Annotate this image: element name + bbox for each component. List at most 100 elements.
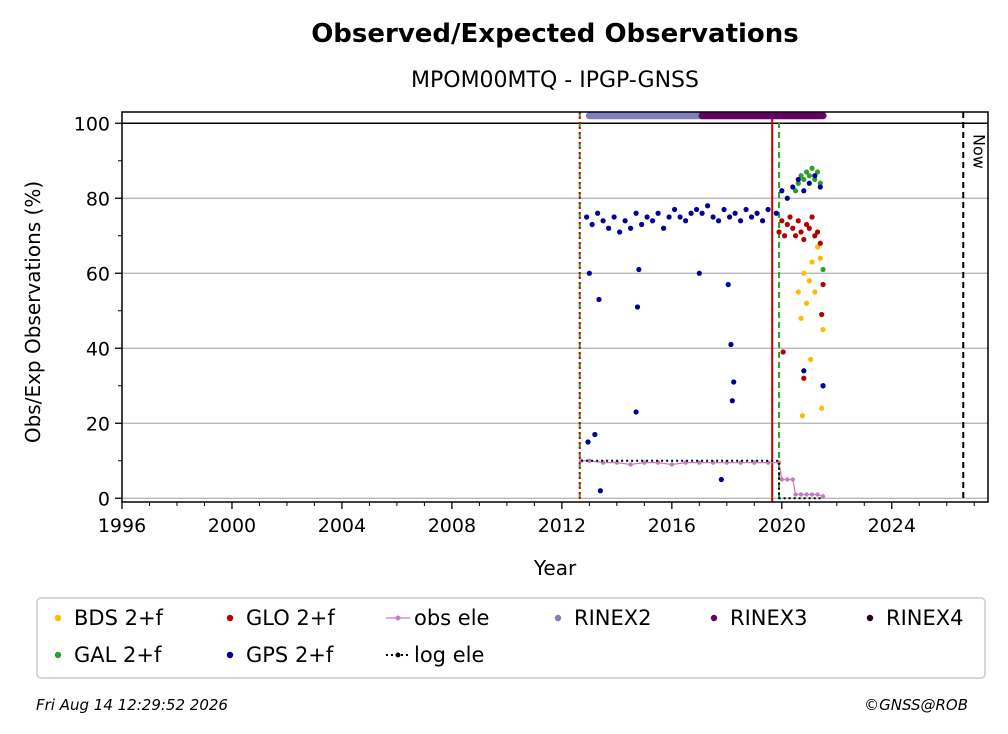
point-glo-2-f: [803, 221, 810, 228]
point-obs-ele: [798, 492, 804, 497]
point-gps-2-f: [820, 383, 826, 389]
point-gal-2-f: [820, 266, 826, 273]
point-gal-2-f: [798, 173, 804, 179]
point-gps-2-f: [655, 210, 661, 216]
point-gps-2-f: [737, 218, 744, 224]
x-tick-label-1996: 1996: [98, 515, 146, 537]
point-gps-2-f: [754, 210, 760, 216]
point-gps-2-f: [759, 218, 766, 224]
x-tick-label-2016: 2016: [648, 515, 696, 537]
point-gps-2-f: [728, 341, 734, 348]
point-obs-ele: [809, 492, 815, 497]
point-gps-2-f: [597, 488, 603, 494]
point-gps-2-f: [795, 176, 801, 183]
legend-marker-gal-2-f: [54, 651, 62, 659]
point-obs-ele: [820, 494, 826, 499]
x-tick-label-2012: 2012: [538, 515, 586, 537]
point-gps-2-f: [617, 229, 623, 235]
point-glo-2-f: [795, 218, 801, 224]
y-tick-label-20: 20: [86, 413, 110, 435]
point-obs-ele: [669, 462, 675, 467]
point-bds-2-f: [795, 289, 801, 295]
point-glo-2-f: [817, 240, 823, 246]
point-gps-2-f: [693, 206, 700, 213]
point-gal-2-f: [817, 180, 823, 186]
point-gps-2-f: [595, 210, 601, 216]
point-glo-2-f: [798, 229, 804, 235]
legend-label-obs-ele: obs ele: [414, 606, 489, 630]
point-gps-2-f: [606, 225, 612, 231]
x-tick-label-2008: 2008: [428, 515, 476, 537]
point-gps-2-f: [586, 270, 592, 276]
point-obs-ele: [804, 492, 809, 497]
legend-frame: [36, 597, 986, 679]
point-gps-2-f: [634, 304, 641, 310]
point-gal-2-f: [806, 173, 812, 179]
point-glo-2-f: [820, 281, 826, 288]
point-gps-2-f: [696, 270, 702, 276]
point-gps-2-f: [729, 398, 735, 404]
legend-marker-bds-2-f: [54, 614, 62, 622]
point-gps-2-f: [784, 195, 790, 201]
point-gal-2-f: [812, 176, 818, 183]
point-bds-2-f: [801, 270, 807, 276]
point-glo-2-f: [801, 236, 807, 243]
point-glo-2-f: [806, 225, 812, 231]
point-gps-2-f: [779, 188, 785, 194]
point-gps-2-f: [644, 214, 650, 220]
plot-frame: [121, 111, 989, 503]
y-tick-label-60: 60: [86, 263, 110, 285]
point-gps-2-f: [732, 210, 738, 216]
x-axis-label: Year: [533, 556, 577, 580]
x-tick-label-2024: 2024: [868, 515, 916, 537]
legend-marker-gps-2-f: [226, 651, 234, 659]
point-gal-2-f: [809, 165, 815, 171]
legend-marker-obs-ele: [395, 615, 401, 621]
point-glo-2-f: [790, 225, 796, 231]
point-gps-2-f: [600, 218, 606, 224]
point-gps-2-f: [726, 214, 733, 220]
y-axis-label: Obs/Exp Observations (%): [21, 181, 45, 443]
point-bds-2-f: [819, 405, 825, 411]
point-glo-2-f: [809, 214, 815, 220]
point-obs-ele: [785, 477, 790, 482]
y-tick-label-40: 40: [86, 338, 110, 360]
plot-area: Now 1996 2000 2004 2008 2012 2016 2020 2024 0 20 40…: [74, 111, 989, 537]
point-gps-2-f: [636, 266, 642, 273]
point-glo-2-f: [801, 375, 807, 381]
point-obs-ele: [793, 492, 798, 497]
legend-label-log-ele: log ele: [414, 643, 484, 667]
point-gps-2-f: [671, 206, 678, 213]
footer-timestamp: Fri Aug 14 12:29:52 2026: [36, 696, 228, 714]
legend-marker-rinex4: [866, 614, 874, 622]
point-obs-ele: [752, 460, 757, 465]
legend-label-glo-2-f: GLO 2+f: [246, 606, 335, 630]
point-gps-2-f: [589, 221, 595, 228]
legend-label-rinex4: RINEX4: [886, 606, 964, 630]
point-gps-2-f: [592, 431, 598, 438]
point-gps-2-f: [801, 368, 807, 374]
point-gps-2-f: [710, 214, 716, 220]
point-glo-2-f: [780, 349, 786, 355]
now-label: Now: [969, 134, 988, 169]
point-gps-2-f: [817, 184, 823, 190]
chart-subtitle: MPOM00MTQ - IPGP-GNSS: [411, 68, 699, 93]
point-gps-2-f: [639, 221, 645, 228]
point-gal-2-f: [792, 188, 799, 194]
point-glo-2-f: [787, 214, 793, 220]
legend-label-rinex2: RINEX2: [574, 606, 652, 630]
point-gps-2-f: [743, 206, 749, 213]
point-gps-2-f: [801, 188, 807, 194]
point-obs-ele: [642, 460, 647, 465]
legend-marker-rinex2: [554, 614, 562, 622]
point-bds-2-f: [814, 244, 821, 250]
y-tick-label-80: 80: [86, 188, 110, 210]
point-gps-2-f: [660, 225, 667, 231]
point-obs-ele: [587, 458, 592, 463]
point-gps-2-f: [718, 476, 724, 483]
point-glo-2-f: [812, 233, 818, 239]
legend: BDS 2+f GLO 2+f obs ele RINEX2 RINEX3 RINEX4 G…: [36, 597, 986, 679]
point-gps-2-f: [715, 218, 722, 224]
point-gps-2-f: [773, 210, 779, 216]
point-gps-2-f: [628, 225, 634, 231]
